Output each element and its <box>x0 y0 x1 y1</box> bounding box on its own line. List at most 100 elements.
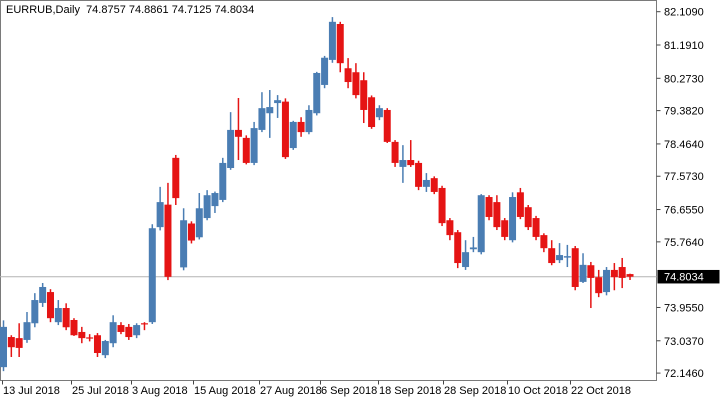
candle-body <box>164 204 172 277</box>
candle-body <box>180 220 188 268</box>
candle-wick <box>590 261 592 309</box>
candle-body <box>86 337 94 339</box>
candle-body <box>203 195 211 219</box>
candle-body <box>156 202 164 228</box>
time-scale-label: 27 Aug 2018 <box>260 385 322 397</box>
candle-body <box>195 208 203 238</box>
candle-body <box>501 220 509 237</box>
candle-body <box>62 308 70 328</box>
chart-title: EURRUB,Daily 74.8757 74.8861 74.7125 74.… <box>6 4 255 16</box>
time-scale-label: 3 Aug 2018 <box>132 385 188 397</box>
candle-body <box>274 100 282 104</box>
candle-body <box>250 128 258 163</box>
time-scale-label: 18 Sep 2018 <box>379 385 441 397</box>
candle-body <box>140 323 148 325</box>
candle-body <box>485 197 493 217</box>
price-scale-label: 73.0370 <box>664 336 704 348</box>
candle-body <box>321 57 329 85</box>
candle-body <box>133 325 141 336</box>
current-price-box <box>657 269 720 284</box>
current-price-label: 74.8034 <box>664 272 704 284</box>
candle-body <box>297 121 305 133</box>
price-scale-label: 73.9550 <box>664 302 704 314</box>
candle-body <box>242 137 250 163</box>
candle-body <box>595 277 603 294</box>
candle-wick <box>558 243 561 264</box>
candle-body <box>0 326 7 368</box>
candle-body <box>610 269 618 278</box>
price-scale-label: 79.3820 <box>664 106 704 118</box>
candle-body <box>336 23 344 64</box>
plot-border <box>0 0 657 381</box>
time-scale-label: 22 Oct 2018 <box>571 385 631 397</box>
candle-body <box>258 108 266 130</box>
candle-body <box>571 248 579 287</box>
candle-wick <box>629 273 631 281</box>
time-scale-label: 13 Jul 2018 <box>3 385 60 397</box>
candle-wick <box>276 95 279 118</box>
candle-body <box>219 162 227 200</box>
price-scale-label: 75.7640 <box>664 237 704 249</box>
candle-body <box>391 141 399 163</box>
price-scale-label: 82.1090 <box>664 7 704 19</box>
candle-body <box>469 247 477 250</box>
candle-body <box>516 192 524 217</box>
candle-body <box>31 300 39 324</box>
candle-body <box>477 195 485 253</box>
candle-wick <box>472 236 475 253</box>
candle-body <box>587 265 595 278</box>
candle-body <box>70 319 78 336</box>
candle-body <box>23 322 31 340</box>
candle-body <box>579 264 587 282</box>
candle-body <box>532 218 540 237</box>
candle-body <box>328 21 336 60</box>
candle-body <box>626 274 634 277</box>
candle-body <box>446 220 454 236</box>
candle-body <box>148 228 156 323</box>
candle-body <box>15 338 23 348</box>
candle-body <box>289 121 297 149</box>
price-scale-label: 80.2730 <box>664 73 704 85</box>
candle-body <box>7 337 15 348</box>
candle-body <box>54 308 62 323</box>
candle-wick <box>237 97 240 161</box>
price-scale-label: 77.5730 <box>664 171 704 183</box>
candle-body <box>227 129 235 169</box>
candle-body <box>563 256 571 258</box>
candle-body <box>422 179 430 187</box>
time-scale-label: 6 Sep 2018 <box>321 385 377 397</box>
candle-body <box>368 97 376 128</box>
candle-body <box>101 341 109 356</box>
candle-body <box>211 193 219 207</box>
time-scale-label: 28 Sep 2018 <box>444 385 506 397</box>
candle-body <box>493 202 501 228</box>
candle-body <box>187 223 195 241</box>
candle-body <box>266 107 274 114</box>
candle-body <box>109 322 117 344</box>
candle-body <box>46 292 54 319</box>
candle-body <box>603 269 611 293</box>
price-scale-label: 72.1460 <box>664 368 704 380</box>
candle-body <box>430 178 438 192</box>
price-scale-label: 76.6550 <box>664 205 704 217</box>
candle-body <box>375 108 383 118</box>
price-scale-label: 81.1910 <box>664 40 704 52</box>
candle-body <box>509 197 517 241</box>
candle-body <box>117 325 125 332</box>
candle-body <box>281 101 289 158</box>
candle-wick <box>409 140 412 167</box>
candle-body <box>352 72 360 96</box>
candle-body <box>415 162 423 187</box>
candle-wick <box>143 322 146 331</box>
candle-body <box>39 286 47 303</box>
candle-body <box>556 255 564 261</box>
time-scale-label: 10 Oct 2018 <box>508 385 568 397</box>
candle-body <box>454 232 462 264</box>
candle-body <box>234 129 242 137</box>
candle-body <box>399 160 407 167</box>
candle-wick <box>566 244 569 268</box>
candle-body <box>305 109 313 133</box>
candle-body <box>172 157 180 199</box>
